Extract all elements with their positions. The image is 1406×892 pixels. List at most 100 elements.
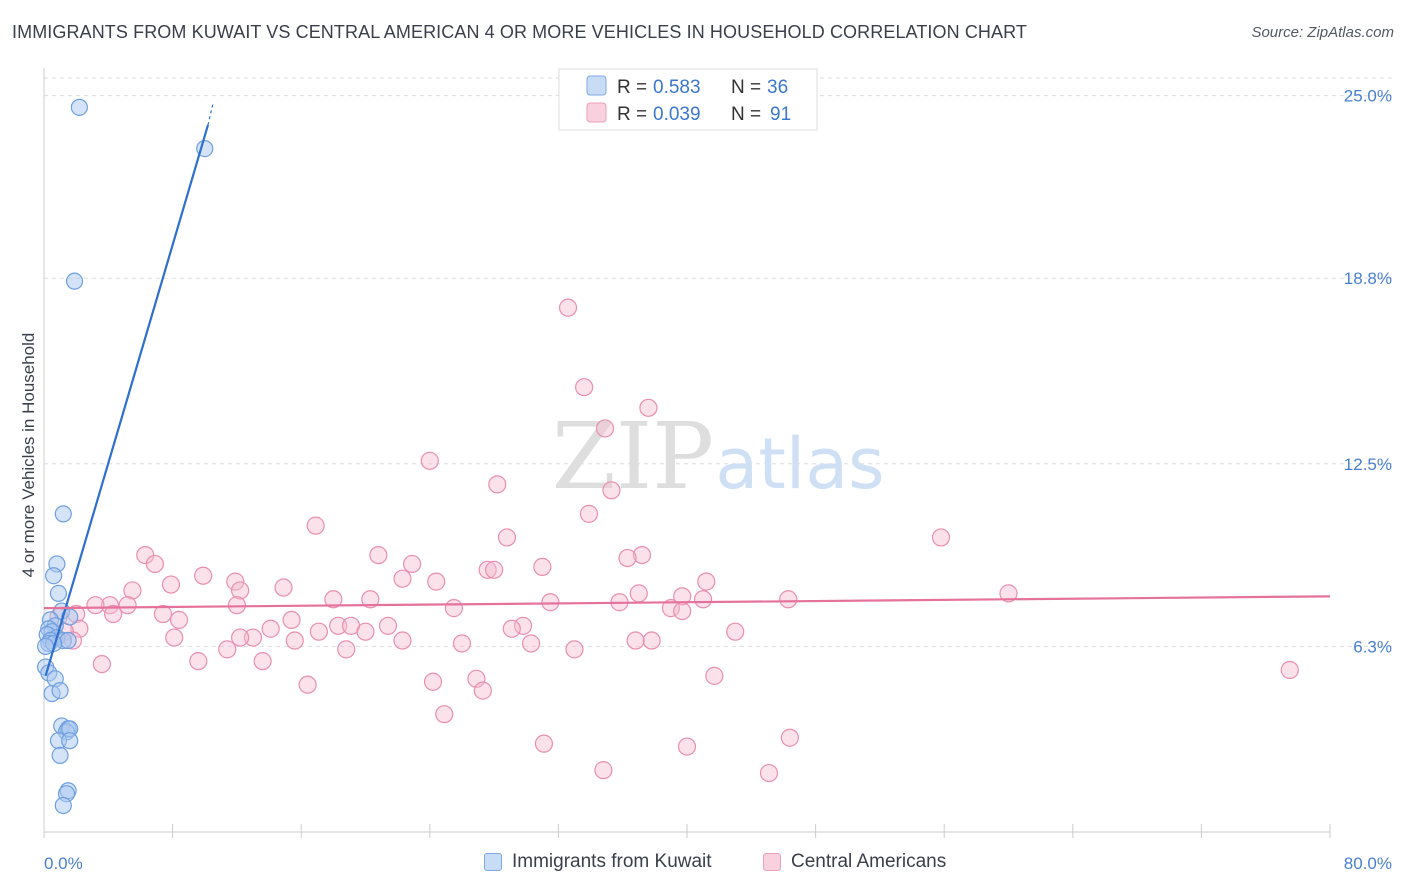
central-americans-point <box>274 578 293 597</box>
central-americans-point <box>393 569 412 588</box>
central-americans-point <box>595 419 615 438</box>
central-americans-point <box>693 590 713 609</box>
trend-lines <box>43 104 1331 677</box>
central-americans-point <box>123 581 142 600</box>
central-americans-point <box>478 560 497 579</box>
top-legend: R = 0.583 N = 36 R = 0.039 N = 91 <box>558 68 818 131</box>
central-americans-point <box>452 634 472 653</box>
legend-r-label: R = <box>617 104 647 125</box>
central-americans-point <box>467 669 486 688</box>
central-americans-point <box>161 575 181 594</box>
bottom-legend: Immigrants from Kuwait Central Americans <box>0 851 1406 879</box>
watermark-zip: ZIP <box>552 403 714 510</box>
central-americans-point <box>231 628 250 647</box>
central-americans-point <box>282 610 301 630</box>
kuwait-trend-line <box>44 124 210 677</box>
central-americans-point <box>639 398 658 417</box>
legend-r-value: 0.583 <box>653 77 701 98</box>
central-americans-point <box>306 516 325 535</box>
central-americans-point <box>642 631 661 650</box>
central-americans-point <box>673 587 692 606</box>
legend-n-value: 91 <box>770 104 791 125</box>
kuwait-point <box>51 682 69 700</box>
kuwait-points <box>37 98 214 815</box>
central-americans-point <box>629 584 648 603</box>
central-americans-point <box>435 705 454 724</box>
central-americans-point <box>677 737 697 756</box>
central-americans-point <box>533 557 552 576</box>
central-americans-point <box>602 481 621 500</box>
central-americans-point <box>473 681 492 700</box>
kuwait-point <box>49 584 68 602</box>
central-americans-point <box>594 761 613 780</box>
central-americans-point <box>1280 660 1299 680</box>
central-americans-point <box>356 622 375 641</box>
central-americans-point <box>194 566 213 585</box>
central-americans-point <box>243 628 263 647</box>
central-americans-point <box>534 734 554 753</box>
legend-swatch-kuwait <box>586 75 607 96</box>
central-americans-point <box>726 622 745 641</box>
central-americans-point <box>427 572 446 591</box>
central-americans-point <box>261 619 280 638</box>
central-americans-point <box>153 604 173 624</box>
legend-swatch-kuwait <box>484 853 502 871</box>
kuwait-point <box>61 732 79 750</box>
y-tick-label: 12.5% <box>1344 455 1392 474</box>
x-tick-label: 0.0% <box>44 854 83 873</box>
central-americans-point <box>104 604 123 624</box>
central-americans-point <box>361 590 380 609</box>
central-americans-point <box>444 599 464 618</box>
legend-item-kuwait: Immigrants from Kuwait <box>484 851 712 873</box>
central-americans-point <box>618 548 637 568</box>
central-americans-point <box>420 451 439 470</box>
central-americans-point <box>705 666 724 685</box>
central-americans-trend-line <box>43 595 1331 610</box>
central-americans-point <box>513 616 533 635</box>
legend-n-label: N = <box>731 77 761 98</box>
central-americans-point <box>565 640 584 659</box>
central-americans-point <box>298 675 317 694</box>
central-americans-point <box>324 590 343 609</box>
central-americans-point <box>502 619 521 638</box>
central-americans-point <box>393 631 412 650</box>
axis-layer: 6.3% 12.5% 18.8% 25.0% 0.0% 80.0% <box>43 68 1392 873</box>
kuwait-point <box>54 796 72 815</box>
y-tick-label: 6.3% <box>1353 637 1392 656</box>
legend-label-central: Central Americans <box>791 851 947 872</box>
central-americans-point <box>169 610 189 630</box>
legend-r-value: 0.039 <box>653 104 701 125</box>
central-americans-point <box>145 554 165 574</box>
kuwait-point <box>51 746 69 765</box>
grid-layer <box>44 77 1392 647</box>
central-americans-point <box>378 616 398 635</box>
central-americans-point <box>497 528 517 547</box>
central-americans-points <box>44 298 1299 783</box>
central-americans-point <box>165 628 184 647</box>
central-americans-point <box>423 672 443 691</box>
central-americans-point <box>931 528 951 547</box>
central-americans-point <box>541 593 560 612</box>
central-americans-point <box>521 634 541 653</box>
central-americans-point <box>86 596 105 615</box>
central-americans-point <box>285 631 304 650</box>
legend-swatch-central <box>763 853 781 871</box>
source-credit: Source: ZipAtlas.com <box>1251 24 1394 41</box>
legend-r-label: R = <box>617 77 647 98</box>
central-americans-point <box>779 590 798 609</box>
central-americans-point <box>118 596 137 615</box>
central-americans-point <box>999 584 1018 603</box>
chart-title: IMMIGRANTS FROM KUWAIT VS CENTRAL AMERIC… <box>12 22 1027 42</box>
central-americans-point <box>488 475 507 494</box>
central-americans-point <box>226 572 245 591</box>
central-americans-point <box>337 640 356 659</box>
central-americans-point <box>575 378 594 397</box>
central-americans-point <box>329 616 348 635</box>
central-americans-point <box>759 763 779 783</box>
kuwait-point <box>45 567 63 585</box>
central-americans-point <box>369 546 388 565</box>
central-americans-point <box>218 640 237 659</box>
central-americans-point <box>70 619 89 638</box>
central-americans-point <box>626 631 645 650</box>
